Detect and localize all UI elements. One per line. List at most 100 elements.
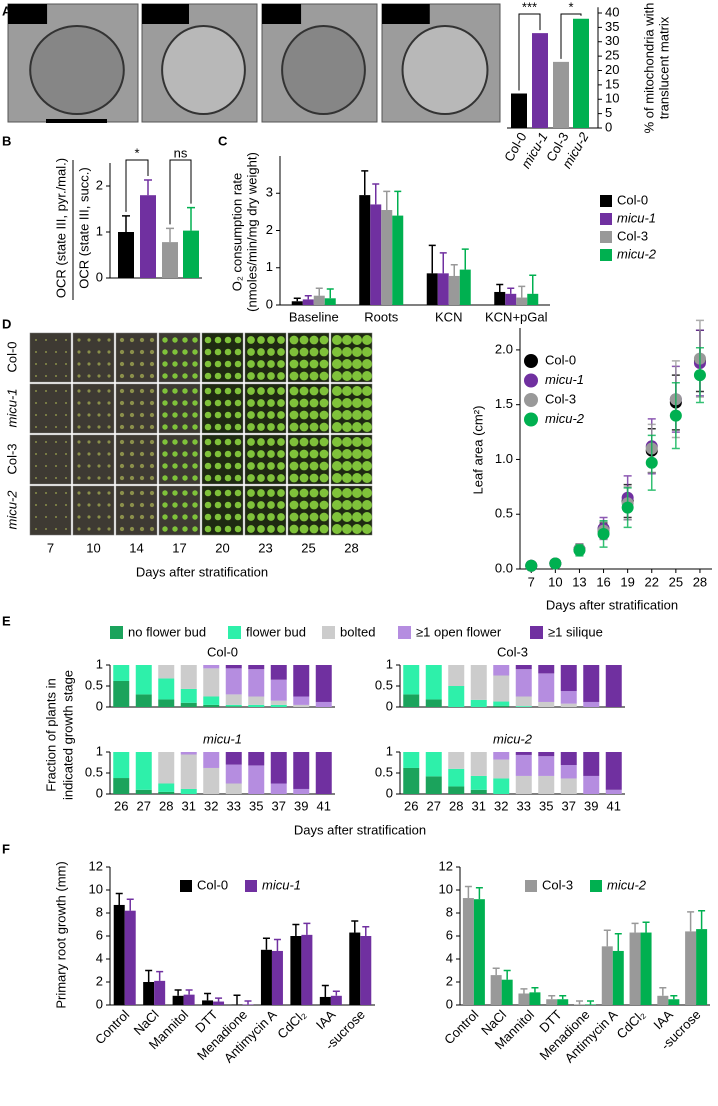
plant (234, 348, 242, 356)
bar (557, 999, 569, 1005)
x-tick-label: 41 (607, 798, 621, 813)
legend-swatch (245, 880, 257, 892)
x-tick-label: 33 (517, 798, 531, 813)
plant (204, 450, 212, 458)
stacked-bar-segment (203, 696, 220, 705)
legend-swatch (530, 626, 543, 639)
x-tick-label: 32 (204, 798, 218, 813)
error-bar (507, 287, 515, 294)
y-tick-label: 0.5 (375, 764, 393, 779)
stacked-bar-segment (113, 680, 130, 707)
x-tick-label: KCN+pGal (485, 309, 548, 324)
plant (214, 399, 222, 407)
plant (362, 488, 372, 498)
bar (370, 204, 382, 305)
plant (234, 438, 242, 446)
plant (247, 474, 255, 482)
plant (289, 410, 299, 420)
legend-label: Col-0 (617, 192, 648, 207)
x-axis-label: Days after stratification (136, 564, 268, 579)
plant (35, 492, 37, 494)
y-axis-label: Leaf area (cm²) (470, 406, 485, 495)
error-bar (292, 923, 300, 936)
plant (129, 490, 135, 496)
plant (309, 410, 319, 420)
plant (332, 461, 342, 471)
plant (192, 526, 198, 532)
stacked-bar-segment (425, 776, 442, 794)
plant (139, 526, 145, 532)
plant (362, 410, 372, 420)
plant (45, 426, 47, 428)
plant (204, 387, 212, 395)
stacked-bar-segment (158, 783, 175, 792)
panel-letter: E (2, 613, 11, 628)
stacked-bar-segment (135, 789, 152, 794)
plant (214, 450, 222, 458)
plant (87, 425, 91, 429)
x-tick-label: 37 (562, 798, 576, 813)
plant (299, 347, 309, 357)
plant (35, 504, 37, 506)
plant (277, 411, 285, 419)
plant (289, 335, 299, 345)
plant (45, 414, 47, 416)
error-bar (233, 994, 241, 1005)
plant (352, 371, 362, 381)
plant (214, 501, 222, 509)
plant (139, 451, 145, 457)
plant (234, 462, 242, 470)
bar (154, 980, 166, 1005)
plant (332, 410, 342, 420)
image-label: Col-0 (12, 5, 43, 20)
legend-label: ≥1 silique (548, 624, 603, 639)
plant (77, 350, 81, 354)
plant (97, 338, 101, 342)
plant (55, 516, 57, 518)
plant (319, 437, 329, 447)
stacked-bar-segment (113, 778, 130, 794)
legend-swatch (322, 626, 335, 639)
legend-marker (524, 354, 538, 368)
plant (204, 513, 212, 521)
plant (234, 423, 242, 431)
row-label: Col-3 (4, 443, 19, 474)
error-bar (659, 987, 667, 996)
plant (149, 361, 155, 367)
plant-tray-image (29, 383, 72, 434)
stacked-bar-segment (203, 665, 220, 669)
plant (192, 439, 198, 445)
plant (214, 474, 222, 482)
bar (231, 1004, 243, 1005)
error-bar (187, 206, 195, 231)
plant (77, 452, 81, 456)
plant (309, 437, 319, 447)
legend-marker (524, 373, 538, 388)
plant (342, 488, 352, 498)
stacked-bar-segment (293, 752, 310, 789)
x-tick-label: 28 (159, 798, 173, 813)
plant (77, 515, 81, 519)
stacked-bar-segment (135, 665, 152, 695)
plant (162, 412, 168, 418)
plant (149, 502, 155, 508)
panel-letter: C (218, 133, 228, 148)
y-axis-label: indicated growth stage (60, 670, 75, 800)
bar (505, 293, 517, 305)
plant (35, 465, 37, 467)
plant (309, 473, 319, 483)
x-tick-label: 37 (272, 798, 286, 813)
significance-label: * (568, 0, 573, 14)
plant (172, 439, 178, 445)
plant (45, 465, 47, 467)
bar (553, 61, 569, 128)
plant (162, 400, 168, 406)
plant (162, 475, 168, 481)
plant (182, 502, 188, 508)
stacked-bar-segment (270, 665, 287, 680)
plant (182, 526, 188, 532)
x-tick-label: 31 (472, 798, 486, 813)
plant (77, 425, 81, 429)
plant (35, 453, 37, 455)
plant (277, 399, 285, 407)
